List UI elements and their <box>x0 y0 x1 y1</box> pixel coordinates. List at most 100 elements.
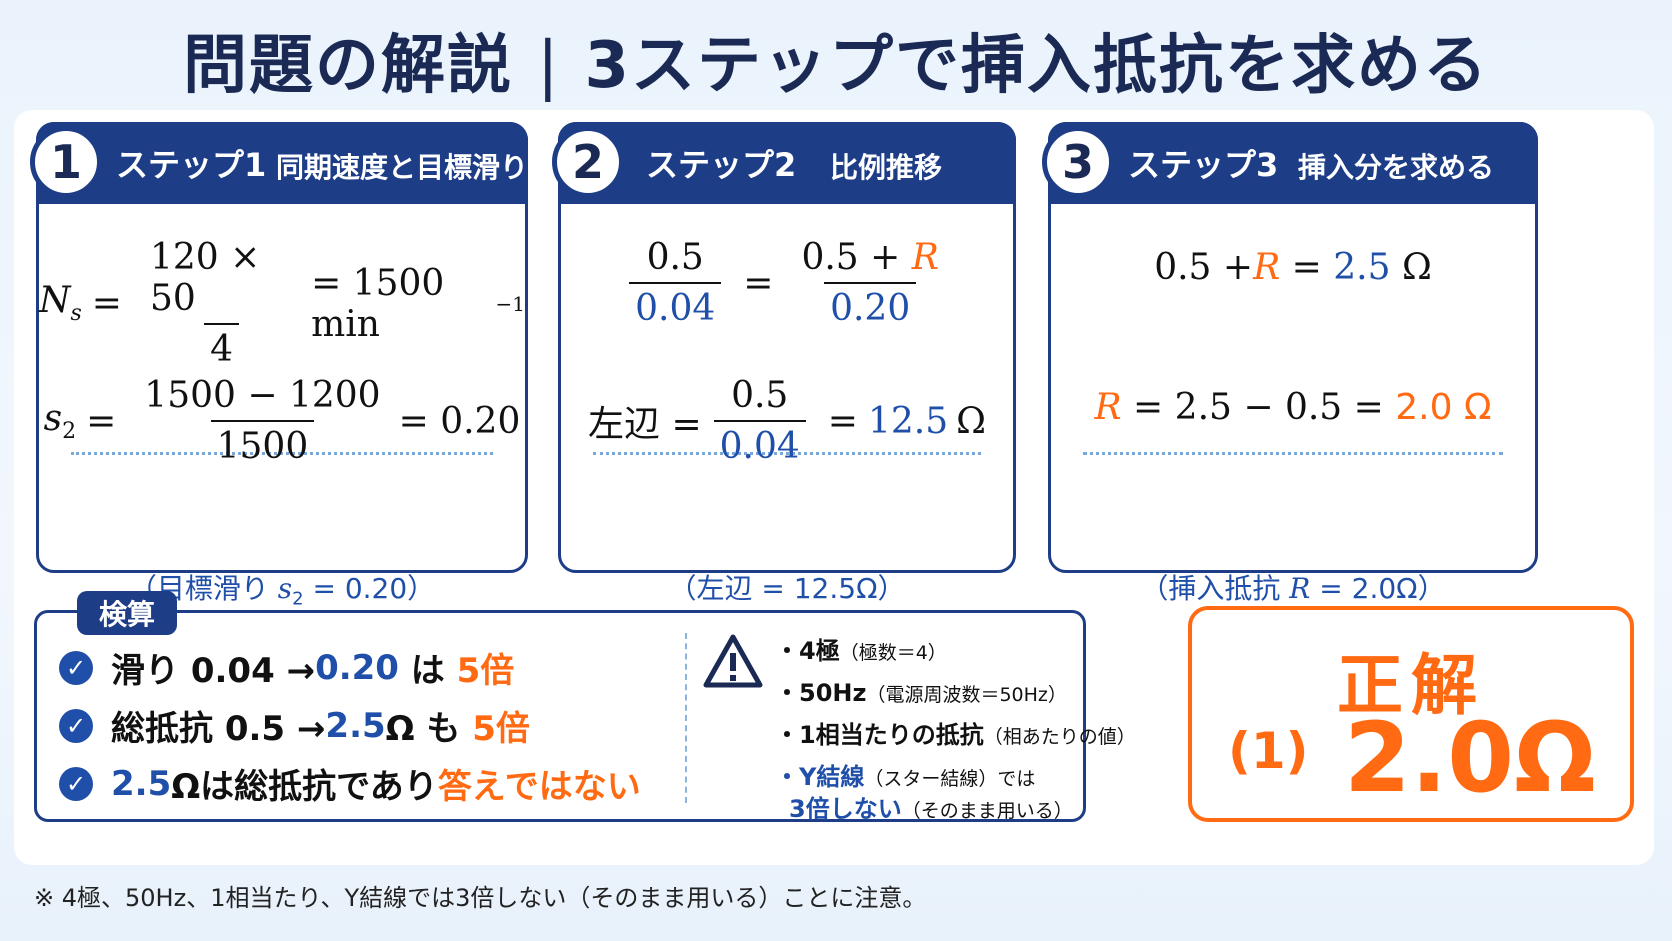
eq-sign: = <box>743 262 774 304</box>
eq-denominator: 0.04 <box>629 282 722 329</box>
step-number-2: 2 <box>552 126 624 198</box>
eq-sub: s <box>70 301 82 327</box>
eq-var-r: R <box>1253 247 1281 288</box>
step-card-2: 2 ステップ2 比例推移 0.5 0.04 = 0.5 + R 0.20 左辺 = … <box>552 122 1016 605</box>
eq-denominator: 0.20 <box>824 282 917 329</box>
footnote: ※ 4極、50Hz、1相当たり、Y結線では3倍しない（そのまま用いる）ことに注意… <box>34 884 927 912</box>
bullet-y-connection: ・Y結線（スター結線）では <box>775 757 1035 792</box>
note-var: s <box>277 572 293 605</box>
check-text: Ω も <box>385 709 473 749</box>
check-row-3: ✓ 2.5 Ωは総抵抗であり 答えではない <box>59 759 641 808</box>
eq-var-r: R <box>911 237 939 278</box>
page-title: 問題の解説 | 3ステップで挿入抵抗を求める <box>0 14 1672 106</box>
bullet-main: 3倍しない <box>789 795 902 823</box>
step-label-1: ステップ1 <box>116 146 267 184</box>
note-sub: 2 <box>292 588 304 610</box>
step-header-3: 3 ステップ3 挿入分を求める <box>1042 122 1538 204</box>
divider <box>593 452 981 455</box>
check-text: 総抵抗 0.5 → <box>111 709 326 749</box>
step-header-2: 2 ステップ2 比例推移 <box>552 122 1016 204</box>
eq-value: 2.5 <box>1333 247 1391 288</box>
note-text: = 2.0Ω） <box>1310 572 1446 605</box>
eq-numerator: 120 × 50 <box>149 237 261 319</box>
total-resistance-equation: 0.5 + R = 2.5 Ω <box>1051 247 1535 288</box>
answer-box: 正解 (1) 2.0Ω <box>1188 606 1634 822</box>
eq-numerator: 0.5 + <box>801 237 912 278</box>
eq-text: = <box>1280 247 1334 288</box>
divider <box>685 633 687 803</box>
slip-equation: s2 = 1500 − 1200 1500 = 0.20 <box>43 375 521 467</box>
step-header-1: 1 ステップ1 同期速度と目標滑り <box>30 122 529 204</box>
left-side-equation: 左辺 = 0.5 0.04 = 12.5 Ω <box>561 375 1013 467</box>
proportional-equation: 0.5 0.04 = 0.5 + R 0.20 <box>561 237 1013 329</box>
check-text: 滑り 0.04 → <box>111 651 316 691</box>
check-circle-icon: ✓ <box>59 766 93 801</box>
verification-tag: 検算 <box>77 591 178 635</box>
eq-numerator: 0.5 <box>731 375 789 416</box>
step-label-3: ステップ3 <box>1128 146 1279 184</box>
bullet-main: ・1相当たりの抵抗 <box>775 721 984 749</box>
bullet-detail: （そのまま用いる） <box>901 800 1073 822</box>
step-body-2: 0.5 0.04 = 0.5 + R 0.20 左辺 = 0.5 0.04 = 12.… <box>561 207 1013 605</box>
eq-value: 2.0 Ω <box>1395 387 1492 428</box>
bullet-detail: （スター結線）では <box>864 768 1036 790</box>
check-value: 0.20 <box>315 647 399 688</box>
eq-var-r: R <box>1094 387 1122 428</box>
note-text: （挿入抵抗 <box>1140 572 1290 605</box>
title-right: 3ステップで挿入抵抗を求める <box>584 29 1490 103</box>
eq-sign: = <box>827 400 858 442</box>
bullet-main: ・50Hz <box>775 679 867 707</box>
answer-choice: (1) <box>1228 722 1309 780</box>
eq-text: = 2.5 − 0.5 = <box>1121 387 1396 428</box>
sync-speed-equation: Ns = 120 × 50 4 = 1500 min −1 <box>39 237 525 370</box>
eq-lhs: 左辺 = <box>588 404 702 445</box>
check-highlight: 答えではない <box>437 767 641 807</box>
eq-unit: Ω <box>956 400 986 442</box>
step-subtitle-1: 同期速度と目標滑り <box>276 151 529 184</box>
eq-sub: 2 <box>62 419 77 445</box>
step-label-2: ステップ2 <box>646 146 797 184</box>
eq-denominator: 4 <box>204 323 239 370</box>
check-row-2: ✓ 総抵抗 0.5 → 2.5 Ω も 5倍 <box>59 701 530 750</box>
check-highlight: 5倍 <box>456 651 515 691</box>
step-number-1: 1 <box>30 126 102 198</box>
check-text: Ωは総抵抗であり <box>171 767 438 807</box>
eq-denominator: 1500 <box>210 420 315 467</box>
check-value: 2.5 <box>111 763 172 804</box>
bullet-main: ・4極 <box>775 637 840 665</box>
eq-text: 0.5 + <box>1154 247 1254 288</box>
step-number-3: 3 <box>1042 126 1114 198</box>
bullet-detail: （相あたりの値） <box>983 726 1136 748</box>
step-subtitle-2: 比例推移 <box>830 151 943 184</box>
eq-numerator: 1500 − 1200 <box>144 375 381 416</box>
eq-numerator: 0.5 <box>646 237 704 278</box>
eq-value: 12.5 <box>867 400 949 442</box>
check-circle-icon: ✓ <box>59 650 93 685</box>
check-row-1: ✓ 滑り 0.04 → 0.20 は 5倍 <box>59 643 514 692</box>
check-value: 2.5 <box>325 705 386 746</box>
check-circle-icon: ✓ <box>59 708 93 743</box>
step-note-1: （目標滑り s2 = 0.20） <box>39 567 525 610</box>
note-var: R <box>1289 572 1311 605</box>
title-separator: | <box>536 29 561 103</box>
eq-var: N <box>39 280 71 322</box>
divider <box>71 452 493 455</box>
step-body-3: 0.5 + R = 2.5 Ω R = 2.5 − 0.5 = 2.0 Ω （挿… <box>1051 207 1535 605</box>
check-text: は <box>398 651 457 691</box>
check-highlight: 5倍 <box>472 709 530 749</box>
note-text: = 0.20） <box>303 572 436 605</box>
step-card-3: 3 ステップ3 挿入分を求める 0.5 + R = 2.5 Ω R = 2.5 … <box>1042 122 1538 605</box>
eq-var: s <box>43 397 63 439</box>
bullet-detail: （電源周波数＝50Hz） <box>866 684 1067 706</box>
eq-rhs: = 0.20 <box>398 400 521 442</box>
answer-title: 正解 <box>1337 647 1485 724</box>
verification-box: 検算 ✓ 滑り 0.04 → 0.20 は 5倍 ✓ 総抵抗 0.5 → 2.5… <box>34 591 1136 824</box>
bullet-frequency: ・50Hz（電源周波数＝50Hz） <box>775 673 1067 708</box>
step-note-3: （挿入抵抗 R = 2.0Ω） <box>1051 567 1535 607</box>
step-body-1: Ns = 120 × 50 4 = 1500 min −1 s2 = 1500 − … <box>39 207 525 610</box>
step-card-1: 1 ステップ1 同期速度と目標滑り Ns = 120 × 50 4 = 1500 … <box>30 122 529 610</box>
bullet-no-triple: 3倍しない（そのまま用いる） <box>789 789 1073 824</box>
step-note-2: （左辺 = 12.5Ω） <box>668 572 906 605</box>
step-subtitle-3: 挿入分を求める <box>1298 151 1495 184</box>
insert-resistance-equation: R = 2.5 − 0.5 = 2.0 Ω <box>1051 387 1535 428</box>
